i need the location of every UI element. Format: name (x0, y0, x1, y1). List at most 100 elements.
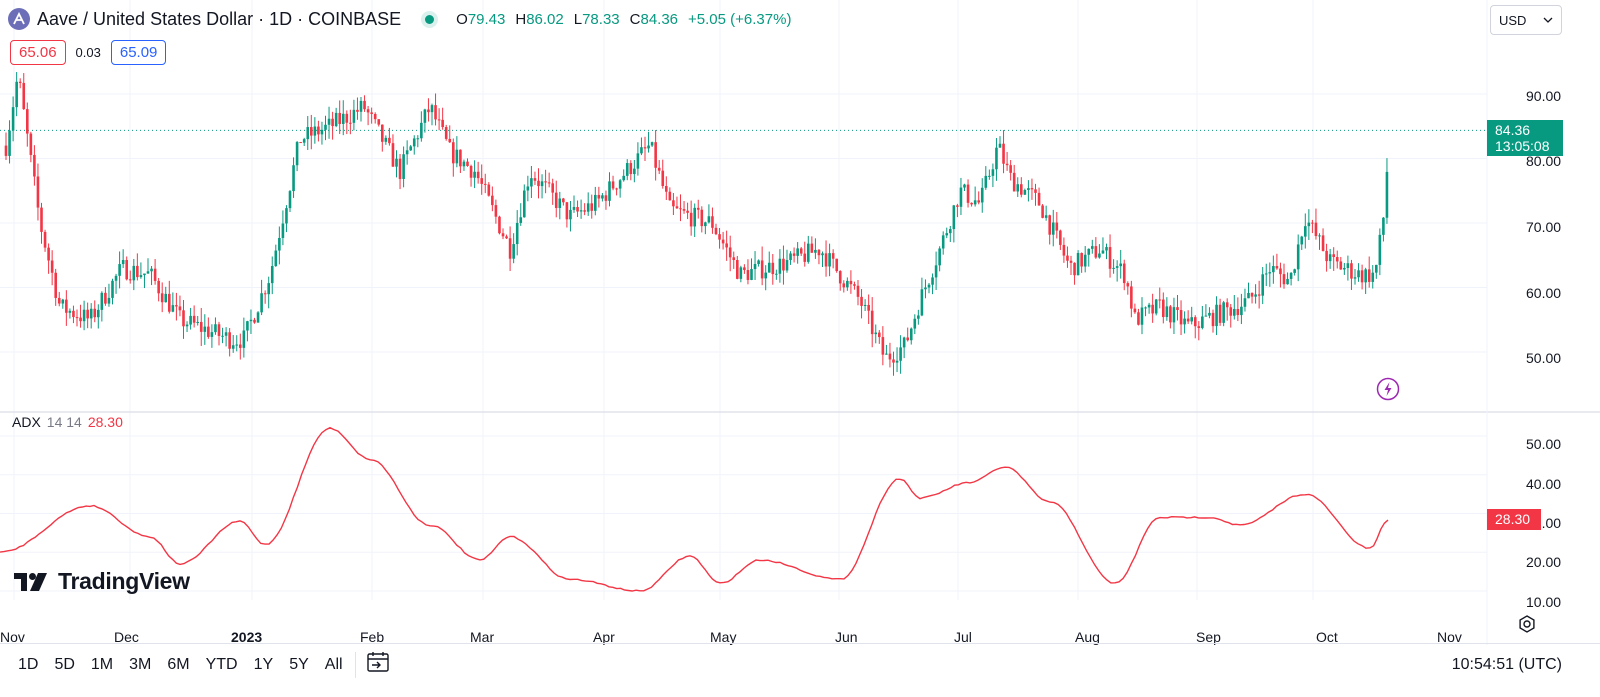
date-range-icon[interactable] (366, 651, 390, 678)
candle-down (1133, 308, 1137, 313)
candle-down (136, 265, 139, 278)
candle-up (139, 275, 143, 278)
time-label-year: 2023 (231, 629, 262, 645)
candle-down (79, 317, 82, 322)
candle-down (533, 178, 537, 181)
range-button-1m[interactable]: 1M (90, 655, 114, 673)
candle-up (941, 235, 945, 249)
candle-down (128, 279, 132, 281)
candle-up (231, 345, 235, 349)
range-button-5d[interactable]: 5D (54, 655, 75, 673)
candle-up (991, 169, 995, 176)
candle-up (1293, 269, 1296, 273)
candle-up (980, 187, 984, 203)
candle-up (1083, 254, 1087, 267)
candle-up (895, 360, 899, 363)
candle-down (1020, 184, 1023, 195)
candle-up (1105, 247, 1108, 251)
candle-up (938, 248, 941, 266)
price-scale[interactable]: 90.00 80.00 70.00 60.00 50.00 (1526, 88, 1561, 366)
candle-up (750, 269, 753, 280)
candle-up (420, 122, 423, 139)
candle-down (125, 259, 128, 280)
range-button-6m[interactable]: 6M (167, 655, 190, 673)
candle-up (594, 194, 597, 211)
date-range-buttons: 1D 5D 1M 3M 6M YTD 1Y 5Y All (10, 656, 351, 674)
candle-down (29, 133, 33, 155)
candle-down (856, 285, 860, 297)
candle-up (540, 181, 544, 187)
candle-down (782, 258, 785, 271)
utc-clock[interactable]: 10:54:51 (UTC) (1451, 655, 1562, 673)
buy-button[interactable]: 65.09 (110, 40, 167, 65)
candle-down (977, 200, 980, 203)
candle-up (512, 244, 515, 259)
candle-up (278, 237, 281, 251)
candle-up (753, 264, 757, 270)
candle-down (906, 337, 909, 341)
candle-down (398, 158, 402, 179)
range-button-ytd[interactable]: YTD (205, 655, 238, 673)
candlestick-series[interactable] (4, 72, 1389, 376)
time-axis[interactable]: Nov Dec 2023 Feb Mar Apr May Jun Jul Aug… (0, 629, 1462, 645)
candle-up (608, 181, 611, 201)
candle-down (480, 178, 483, 184)
candle-down (1122, 263, 1126, 284)
candle-down (104, 292, 107, 304)
sell-button[interactable]: 65.06 (10, 40, 66, 65)
candle-up (1115, 266, 1119, 268)
candle-up (1382, 217, 1385, 235)
candle-down (554, 192, 558, 208)
candle-up (1343, 267, 1346, 270)
candle-down (43, 231, 47, 248)
candle-up (622, 175, 625, 181)
candle-up (569, 209, 572, 220)
candle-down (1041, 205, 1044, 218)
candle-up (558, 198, 562, 208)
range-button-3m[interactable]: 3M (129, 655, 152, 673)
candle-up (1289, 272, 1293, 279)
symbol-header[interactable]: Aave / United States Dollar · 1D · COINB… (8, 6, 791, 32)
range-button-1d[interactable]: 1D (18, 655, 39, 673)
candle-down (537, 180, 540, 187)
range-button-1y[interactable]: 1Y (253, 655, 274, 673)
indicator-value: 28.30 (87, 414, 123, 430)
candle-up (256, 312, 260, 323)
candle-down (718, 234, 721, 240)
candle-up (1101, 250, 1105, 254)
settings-gear-icon[interactable] (1517, 614, 1537, 639)
candle-up (618, 180, 622, 189)
candle-up (97, 309, 100, 318)
candle-down (736, 260, 739, 279)
candle-down (817, 249, 821, 256)
candle-down (40, 207, 43, 232)
range-button-5y[interactable]: 5Y (289, 655, 309, 673)
candle-up (764, 272, 767, 279)
adx-legend[interactable]: ADX 14 14 28.30 (12, 414, 123, 430)
candle-down (494, 205, 498, 217)
candle-down (544, 181, 547, 183)
candle-up (917, 315, 920, 319)
adx-scale[interactable]: 50.00 40.00 30.00 20.00 10.00 (1526, 436, 1561, 610)
candle-up (1190, 317, 1193, 322)
candle-up (8, 130, 11, 156)
range-button-all[interactable]: All (324, 655, 343, 673)
tradingview-logo[interactable]: TradingView (14, 568, 190, 595)
candle-down (1055, 222, 1059, 231)
symbol-title[interactable]: Aave / United States Dollar · 1D · COINB… (37, 8, 402, 29)
candle-down (182, 310, 185, 327)
adx-tick: 40.00 (1526, 476, 1561, 492)
flash-icon[interactable] (1376, 377, 1400, 406)
candle-down (1193, 317, 1197, 327)
candle-down (466, 161, 469, 166)
price-tick: 70.00 (1526, 219, 1561, 235)
market-status-dot-icon[interactable] (425, 14, 435, 24)
last-price-value: 84.36 (1495, 122, 1531, 138)
candle-up (89, 308, 93, 319)
currency-select[interactable]: USD (1490, 5, 1562, 35)
candle-up (846, 280, 849, 288)
candle-down (799, 248, 803, 254)
adx-line[interactable] (0, 426, 1389, 592)
toolbar-divider (354, 651, 356, 678)
